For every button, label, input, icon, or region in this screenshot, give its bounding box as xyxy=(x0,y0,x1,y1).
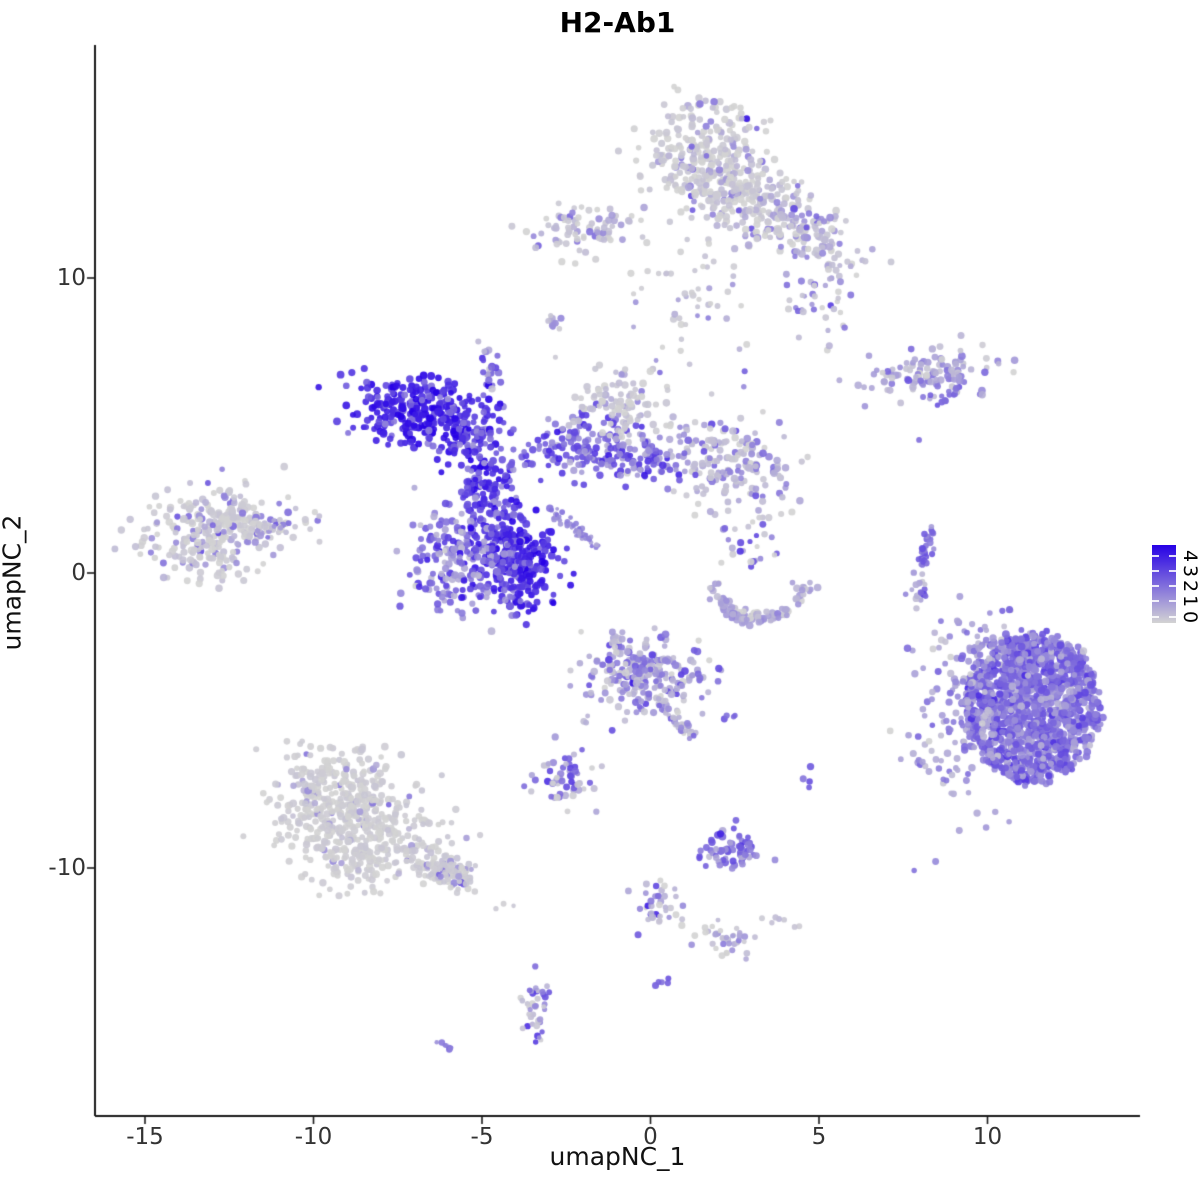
x-tick-label: 5 xyxy=(811,1124,827,1150)
x-axis-title: umapNC_1 xyxy=(549,1142,686,1171)
x-tick-label: 0 xyxy=(643,1124,658,1150)
plot-title: H2-Ab1 xyxy=(559,6,676,39)
y-tick-label: 10 xyxy=(56,265,86,291)
x-tick-label: 10 xyxy=(972,1124,1003,1150)
x-tick-label: -10 xyxy=(294,1124,333,1150)
x-tick-label: -15 xyxy=(126,1124,164,1150)
y-tick-label: 0 xyxy=(71,560,86,586)
x-tick-label: -5 xyxy=(470,1124,494,1150)
y-tick-label: -10 xyxy=(48,855,86,881)
